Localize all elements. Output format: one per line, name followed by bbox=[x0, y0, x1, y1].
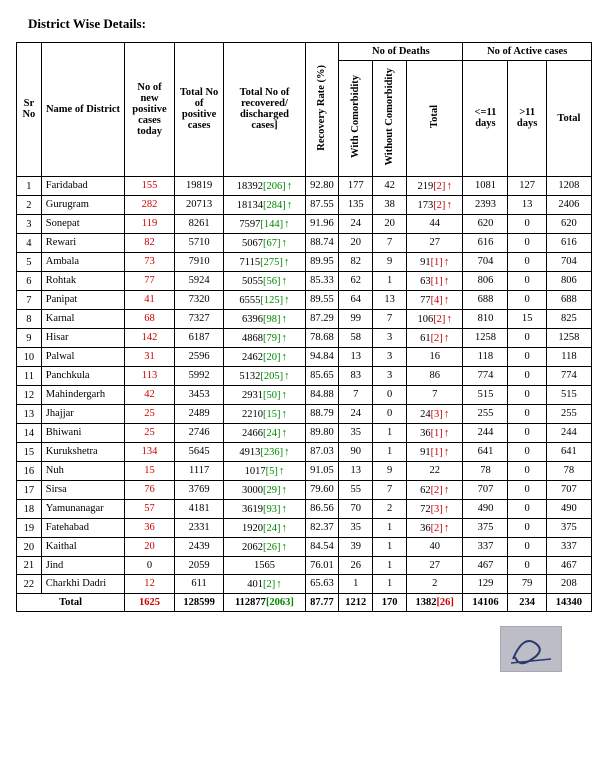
page-title: District Wise Details: bbox=[28, 16, 592, 32]
th-deaths-group: No of Deaths bbox=[339, 43, 463, 61]
table-row: 2Gurugram2822071318134[284]87.5513538173… bbox=[17, 195, 592, 214]
th-recovered: Total No of recovered/ discharged cases] bbox=[224, 43, 305, 177]
table-row: 16Nuh1511171017[5]91.051392278078 bbox=[17, 461, 592, 480]
district-table: Sr No Name of District No of new positiv… bbox=[16, 42, 592, 612]
th-sr: Sr No bbox=[17, 43, 42, 177]
table-row: 22Charkhi Dadri12611401[2]65.63112129792… bbox=[17, 574, 592, 593]
total-row: Total1625128599112877[2063]87.7712121701… bbox=[17, 593, 592, 611]
th-active-total: Total bbox=[546, 61, 591, 177]
th-with-co: With Comorbidity bbox=[339, 61, 373, 177]
signature-area bbox=[16, 626, 592, 675]
table-row: 18Yamunanagar5741813619[93]86.5670272[3]… bbox=[17, 499, 592, 518]
table-row: 8Karnal6873276396[98]87.29997106[2]81015… bbox=[17, 309, 592, 328]
table-row: 14Bhiwani2527462466[24]89.8035136[1]2440… bbox=[17, 423, 592, 442]
table-row: 17Sirsa7637693000[29]79.6055762[2]707070… bbox=[17, 480, 592, 499]
table-row: 3Sonepat11982617597[144]91.9624204462006… bbox=[17, 214, 592, 233]
table-row: 1Faridabad1551981918392[206]92.801774221… bbox=[17, 176, 592, 195]
signature-icon bbox=[500, 626, 562, 672]
th-le11: <=11 days bbox=[463, 61, 508, 177]
table-row: 21Jind02059156576.01261274670467 bbox=[17, 556, 592, 574]
table-row: 20Kaithal2024392062[26]84.54391403370337 bbox=[17, 537, 592, 556]
th-total-pos: Total No of positive cases bbox=[174, 43, 224, 177]
th-new: No of new positive cases today bbox=[125, 43, 175, 177]
th-deaths-total: Total bbox=[407, 61, 463, 177]
table-row: 4Rewari8257105067[67]88.74207276160616 bbox=[17, 233, 592, 252]
table-row: 13Jhajjar2524892210[15]88.7924024[3]2550… bbox=[17, 404, 592, 423]
th-gt11: >11 days bbox=[508, 61, 546, 177]
th-district: Name of District bbox=[41, 43, 124, 177]
table-row: 12Mahindergarh4234532931[50]84.887075150… bbox=[17, 385, 592, 404]
table-row: 15Kurukshetra13456454913[236]87.0390191[… bbox=[17, 442, 592, 461]
table-row: 6Rohtak7759245055[56]85.3362163[1]806080… bbox=[17, 271, 592, 290]
table-row: 19Fatehabad3623311920[24]82.3735136[2]37… bbox=[17, 518, 592, 537]
table-row: 9Hisar14261874868[79]78.6858361[2]125801… bbox=[17, 328, 592, 347]
th-recovery-rate: Recovery Rate (%) bbox=[305, 43, 339, 177]
table-row: 5Ambala7379107115[275]89.9582991[1]70407… bbox=[17, 252, 592, 271]
th-without-co: Without Comorbidity bbox=[373, 61, 407, 177]
th-active-group: No of Active cases bbox=[463, 43, 592, 61]
table-row: 11Panchkula11359925132[205]85.6583386774… bbox=[17, 366, 592, 385]
table-row: 10Palwal3125962462[20]94.84133161180118 bbox=[17, 347, 592, 366]
table-row: 7Panipat4173206555[125]89.55641377[4]688… bbox=[17, 290, 592, 309]
